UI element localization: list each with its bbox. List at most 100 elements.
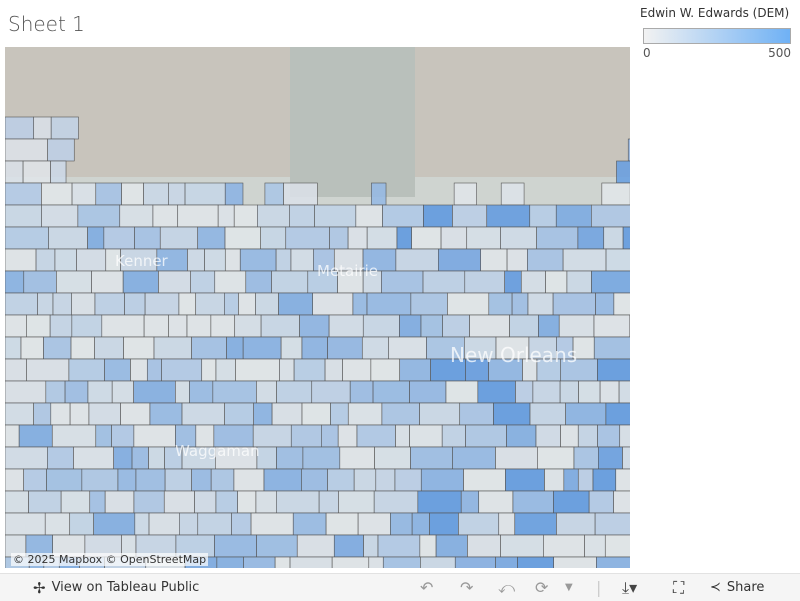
precinct-shape[interactable] [561,425,579,447]
precinct-shape[interactable] [69,359,105,381]
precinct-shape[interactable] [418,491,461,513]
precinct-shape[interactable] [224,293,238,315]
precinct-shape[interactable] [121,403,150,425]
precinct-shape[interactable] [421,469,463,491]
precinct-shape[interactable] [144,183,169,205]
precinct-shape[interactable] [72,315,102,337]
precinct-shape[interactable] [231,513,251,535]
precinct-shape[interactable] [149,513,179,535]
precinct-shape[interactable] [411,293,448,315]
precinct-shape[interactable] [326,513,358,535]
precinct-shape[interactable] [26,315,50,337]
precinct-shape[interactable] [553,293,595,315]
refresh-icon[interactable]: ⟳ [535,578,548,597]
precinct-shape[interactable] [37,293,53,315]
precinct-shape[interactable] [164,491,194,513]
precinct-shape[interactable] [382,205,423,227]
precinct-shape[interactable] [227,337,244,359]
precinct-shape[interactable] [130,359,147,381]
precinct-shape[interactable] [334,535,363,557]
precinct-shape[interactable] [500,227,536,249]
undo-icon[interactable]: ↶ [420,578,433,597]
precinct-shape[interactable] [235,359,279,381]
precinct-shape[interactable] [446,381,478,403]
precinct-shape[interactable] [438,249,480,271]
precinct-shape[interactable] [382,403,420,425]
precinct-shape[interactable] [189,381,212,403]
precinct-shape[interactable] [5,183,41,205]
precinct-shape[interactable] [29,491,62,513]
precinct-shape[interactable] [332,557,369,568]
precinct-shape[interactable] [430,513,459,535]
precinct-shape[interactable] [276,249,291,271]
precinct-shape[interactable] [623,447,630,469]
precinct-shape[interactable] [46,381,65,403]
precinct-shape[interactable] [556,205,591,227]
precinct-shape[interactable] [147,359,161,381]
precinct-shape[interactable] [34,403,51,425]
precinct-shape[interactable] [49,227,88,249]
precinct-shape[interactable] [489,293,512,315]
precinct-shape[interactable] [348,227,367,249]
precinct-shape[interactable] [72,293,95,315]
precinct-shape[interactable] [195,491,216,513]
precinct-shape[interactable] [441,227,467,249]
precinct-shape[interactable] [350,381,373,403]
precinct-shape[interactable] [389,337,427,359]
precinct-shape[interactable] [205,249,226,271]
precinct-shape[interactable] [606,403,630,425]
precinct-shape[interactable] [373,381,410,403]
precinct-shape[interactable] [70,513,94,535]
precinct-shape[interactable] [284,183,318,205]
precinct-shape[interactable] [51,161,66,183]
precinct-shape[interactable] [452,447,495,469]
precinct-shape[interactable] [88,227,104,249]
precinct-shape[interactable] [47,469,82,491]
precinct-shape[interactable] [24,271,57,293]
precinct-shape[interactable] [567,271,592,293]
precinct-shape[interactable] [5,425,19,447]
precinct-shape[interactable] [5,293,37,315]
precinct-shape[interactable] [112,425,134,447]
precinct-shape[interactable] [399,315,421,337]
precinct-shape[interactable] [88,381,112,403]
precinct-shape[interactable] [455,557,495,568]
precinct-shape[interactable] [51,117,78,139]
precinct-shape[interactable] [397,227,412,249]
precinct-shape[interactable] [507,425,536,447]
precinct-shape[interactable] [178,205,218,227]
precinct-shape[interactable] [149,447,165,469]
precinct-shape[interactable] [412,227,441,249]
precinct-shape[interactable] [496,557,518,568]
precinct-shape[interactable] [154,337,192,359]
precinct-shape[interactable] [216,359,235,381]
precinct-shape[interactable] [543,535,584,557]
precinct-shape[interactable] [215,535,257,557]
precinct-shape[interactable] [281,337,302,359]
precinct-shape[interactable] [90,491,105,513]
precinct-shape[interactable] [598,425,620,447]
precinct-shape[interactable] [134,381,176,403]
precinct-shape[interactable] [563,249,606,271]
precinct-shape[interactable] [338,491,374,513]
precinct-shape[interactable] [225,403,254,425]
precinct-shape[interactable] [328,337,363,359]
precinct-shape[interactable] [421,315,443,337]
precinct-shape[interactable] [5,381,46,403]
precinct-shape[interactable] [493,403,530,425]
precinct-shape[interactable] [216,491,238,513]
precinct-shape[interactable] [499,513,515,535]
precinct-shape[interactable] [150,403,182,425]
precinct-shape[interactable] [329,315,363,337]
precinct-shape[interactable] [42,205,78,227]
precinct-shape[interactable] [235,315,261,337]
precinct-shape[interactable] [36,249,55,271]
precinct-shape[interactable] [71,337,95,359]
precinct-shape[interactable] [78,205,120,227]
precinct-shape[interactable] [56,271,91,293]
precinct-shape[interactable] [479,491,513,513]
precinct-shape[interactable] [528,293,553,315]
precinct-shape[interactable] [410,425,443,447]
precinct-shape[interactable] [5,337,21,359]
precinct-shape[interactable] [487,205,530,227]
